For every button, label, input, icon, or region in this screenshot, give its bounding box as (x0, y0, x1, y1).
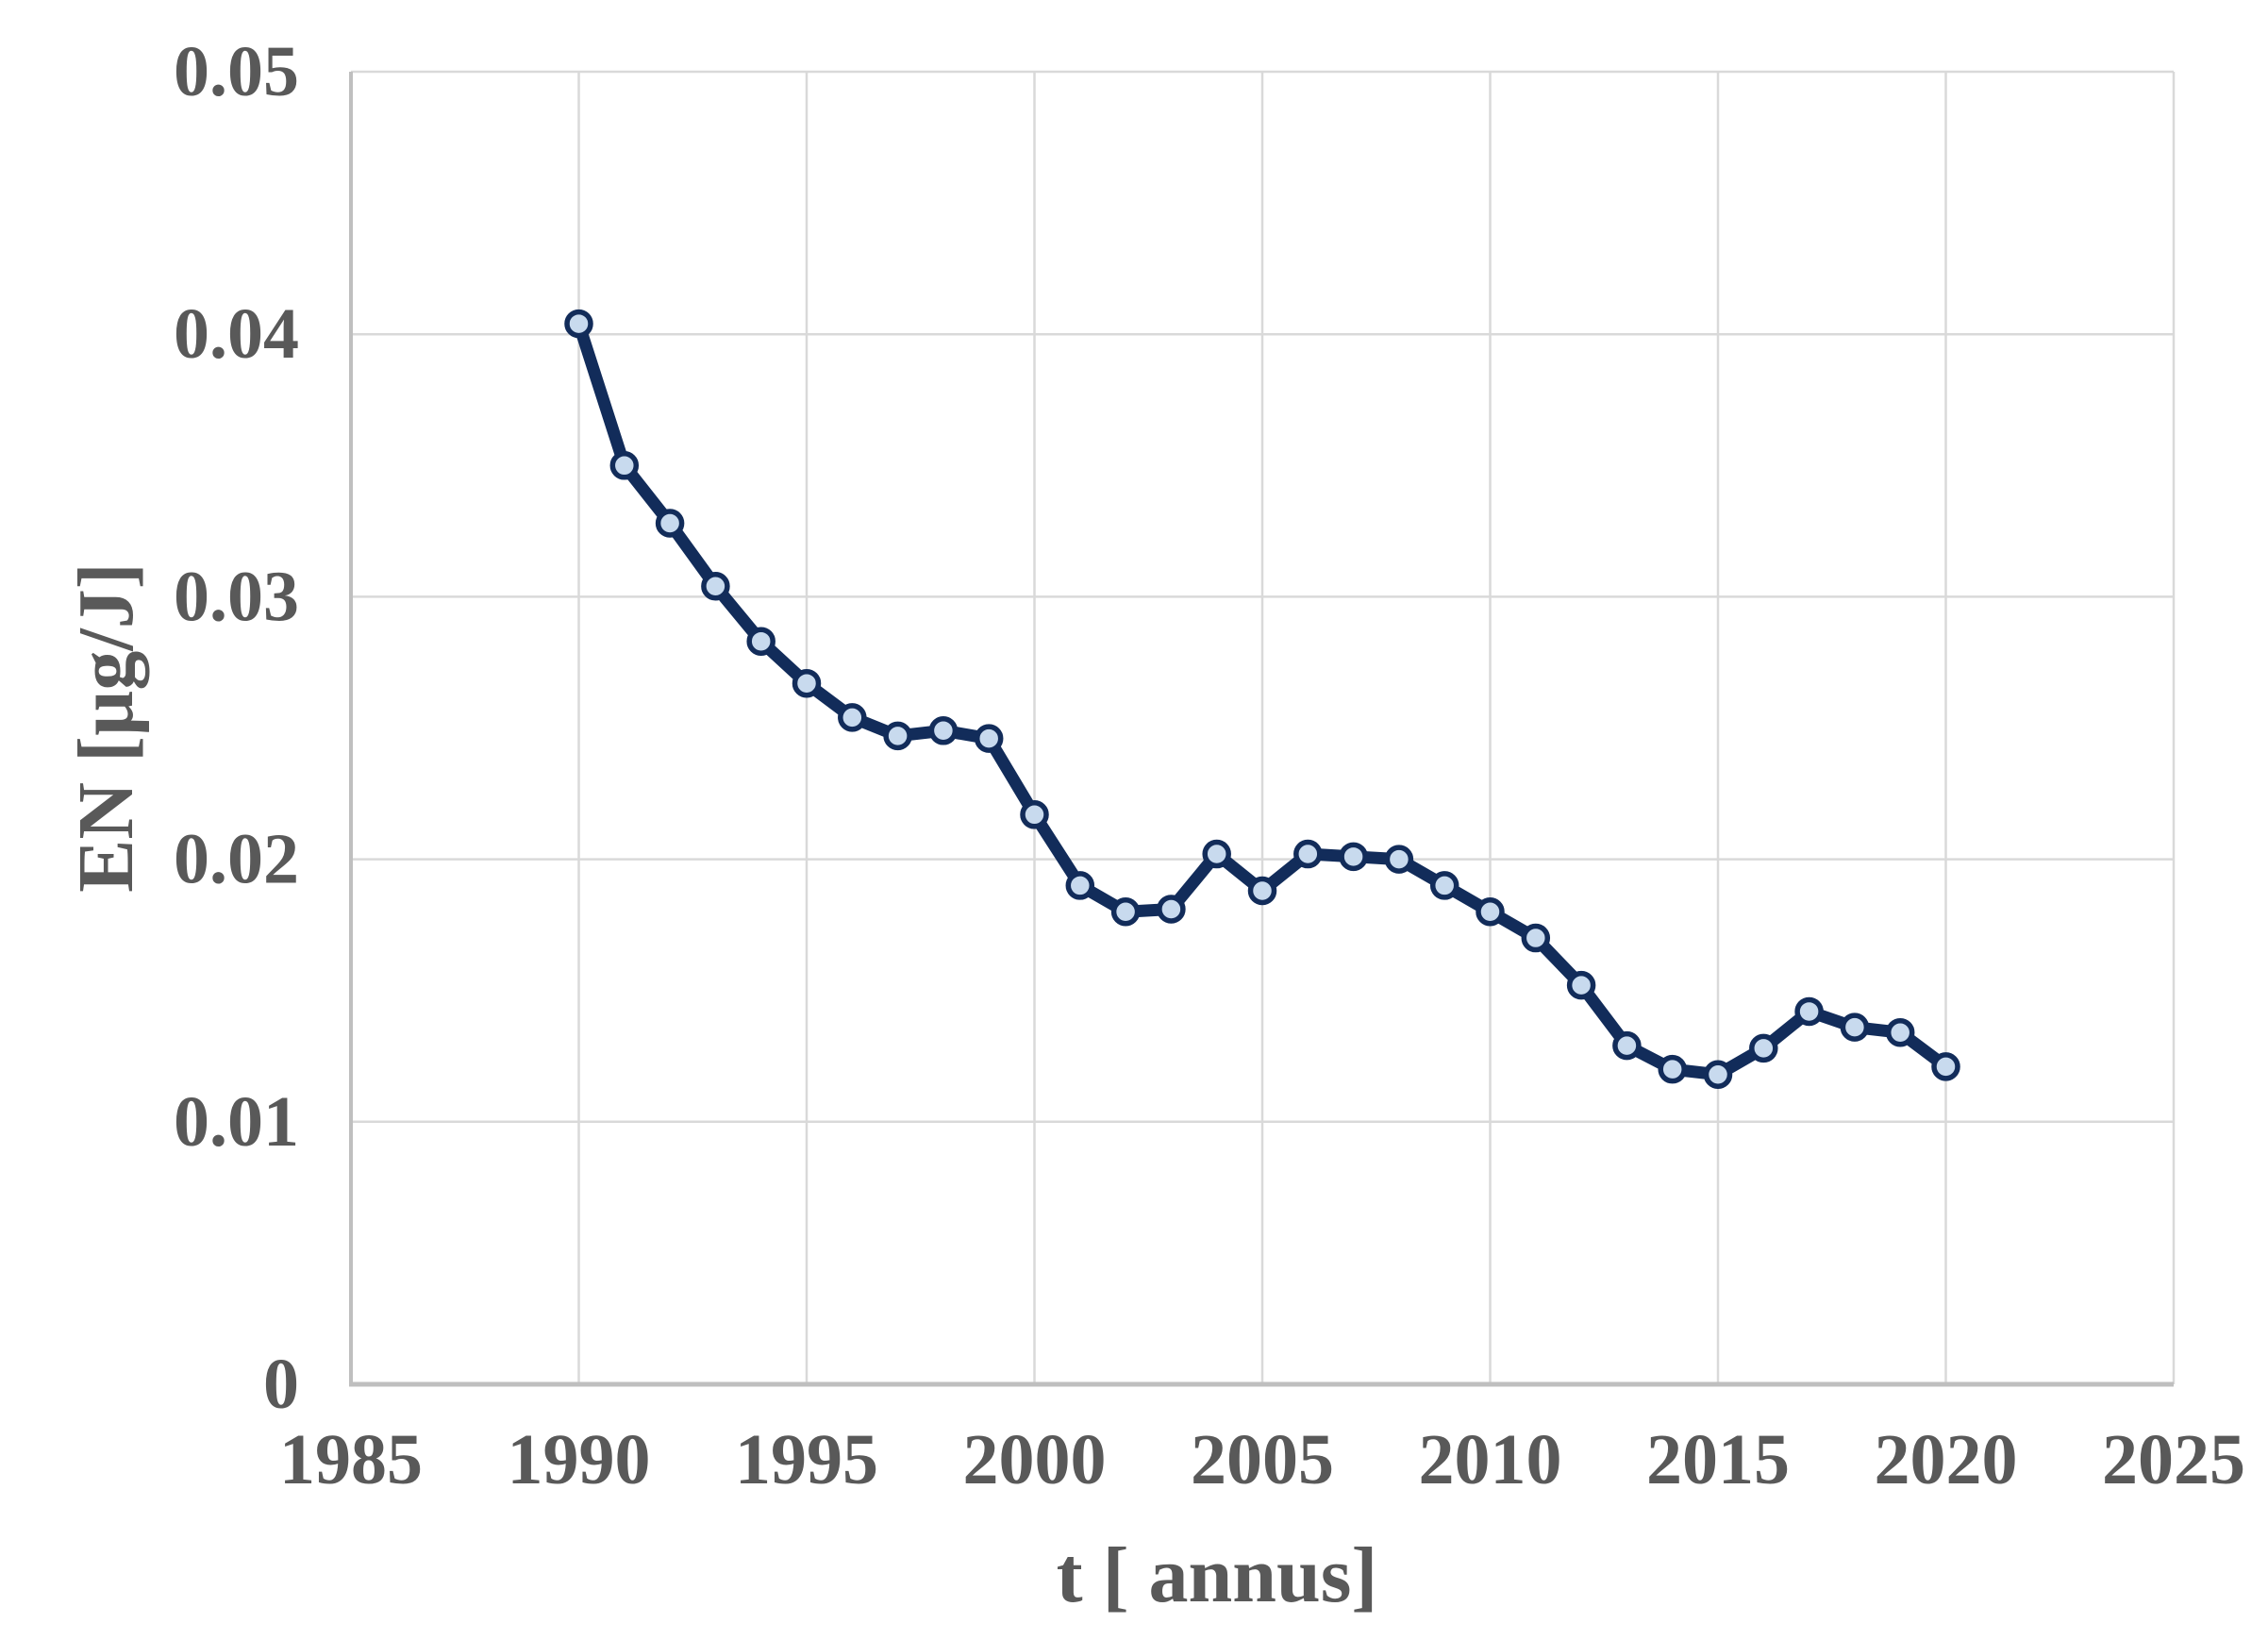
data-point-marker (1339, 842, 1368, 872)
data-point-marker (1476, 896, 1505, 927)
data-point-marker (655, 509, 685, 538)
x-tick-label: 1990 (508, 1420, 651, 1499)
data-point-marker (1429, 871, 1459, 900)
data-point-marker (838, 703, 867, 732)
data-point-marker (1749, 1033, 1778, 1063)
y-axis-title: EN [µg/J] (62, 562, 150, 892)
x-tick-label: 1995 (735, 1420, 878, 1499)
data-point-marker (609, 451, 640, 480)
tick-labels: 1985 1990 1995 2000 2005 2010 2015 2020 2025 0 0.0… (174, 32, 2245, 1499)
data-point-marker (1384, 845, 1414, 874)
data-point-marker (1157, 895, 1186, 924)
x-tick-label: 2020 (1875, 1420, 2018, 1499)
y-tick-label: 0.05 (174, 32, 299, 111)
x-tick-label: 2015 (1646, 1420, 1790, 1499)
y-tick-label: 0.04 (174, 294, 299, 374)
data-point-marker (564, 309, 593, 339)
data-point-marker (1065, 871, 1095, 900)
data-point-marker (1293, 839, 1323, 869)
data-point-marker (1202, 839, 1231, 869)
y-tick-label: 0.02 (174, 820, 299, 899)
data-point-marker (746, 627, 775, 656)
data-point-marker (1612, 1030, 1642, 1061)
data-point-marker (1566, 970, 1596, 1000)
data-series (564, 309, 1960, 1089)
x-tick-label: 2010 (1419, 1420, 1562, 1499)
x-tick-label: 2005 (1191, 1420, 1334, 1499)
data-point-marker (1521, 923, 1551, 953)
y-tick-label: 0 (263, 1345, 299, 1424)
data-point-marker (1020, 800, 1049, 829)
data-point-marker (1840, 1012, 1870, 1042)
x-axis-title: t [ annus] (1057, 1531, 1378, 1619)
data-point-marker (1931, 1052, 1960, 1081)
data-point-marker (701, 572, 730, 601)
data-point-marker (974, 724, 1004, 753)
axes (349, 72, 2174, 1387)
data-point-marker (883, 721, 912, 751)
data-point-marker (1110, 896, 1141, 927)
data-point-marker (792, 668, 822, 698)
data-point-marker (1885, 1017, 1915, 1047)
y-tick-label: 0.01 (174, 1082, 299, 1162)
data-point-marker (1794, 996, 1824, 1027)
x-tick-label: 2000 (963, 1420, 1107, 1499)
data-point-marker (1247, 876, 1277, 906)
data-point-marker (928, 716, 959, 745)
x-tick-label: 1985 (279, 1420, 423, 1499)
x-tick-label: 2025 (2102, 1420, 2245, 1499)
y-tick-label: 0.03 (174, 557, 299, 636)
gridlines (351, 70, 2176, 1384)
data-point-marker (1703, 1060, 1733, 1089)
data-point-marker (1658, 1054, 1687, 1084)
